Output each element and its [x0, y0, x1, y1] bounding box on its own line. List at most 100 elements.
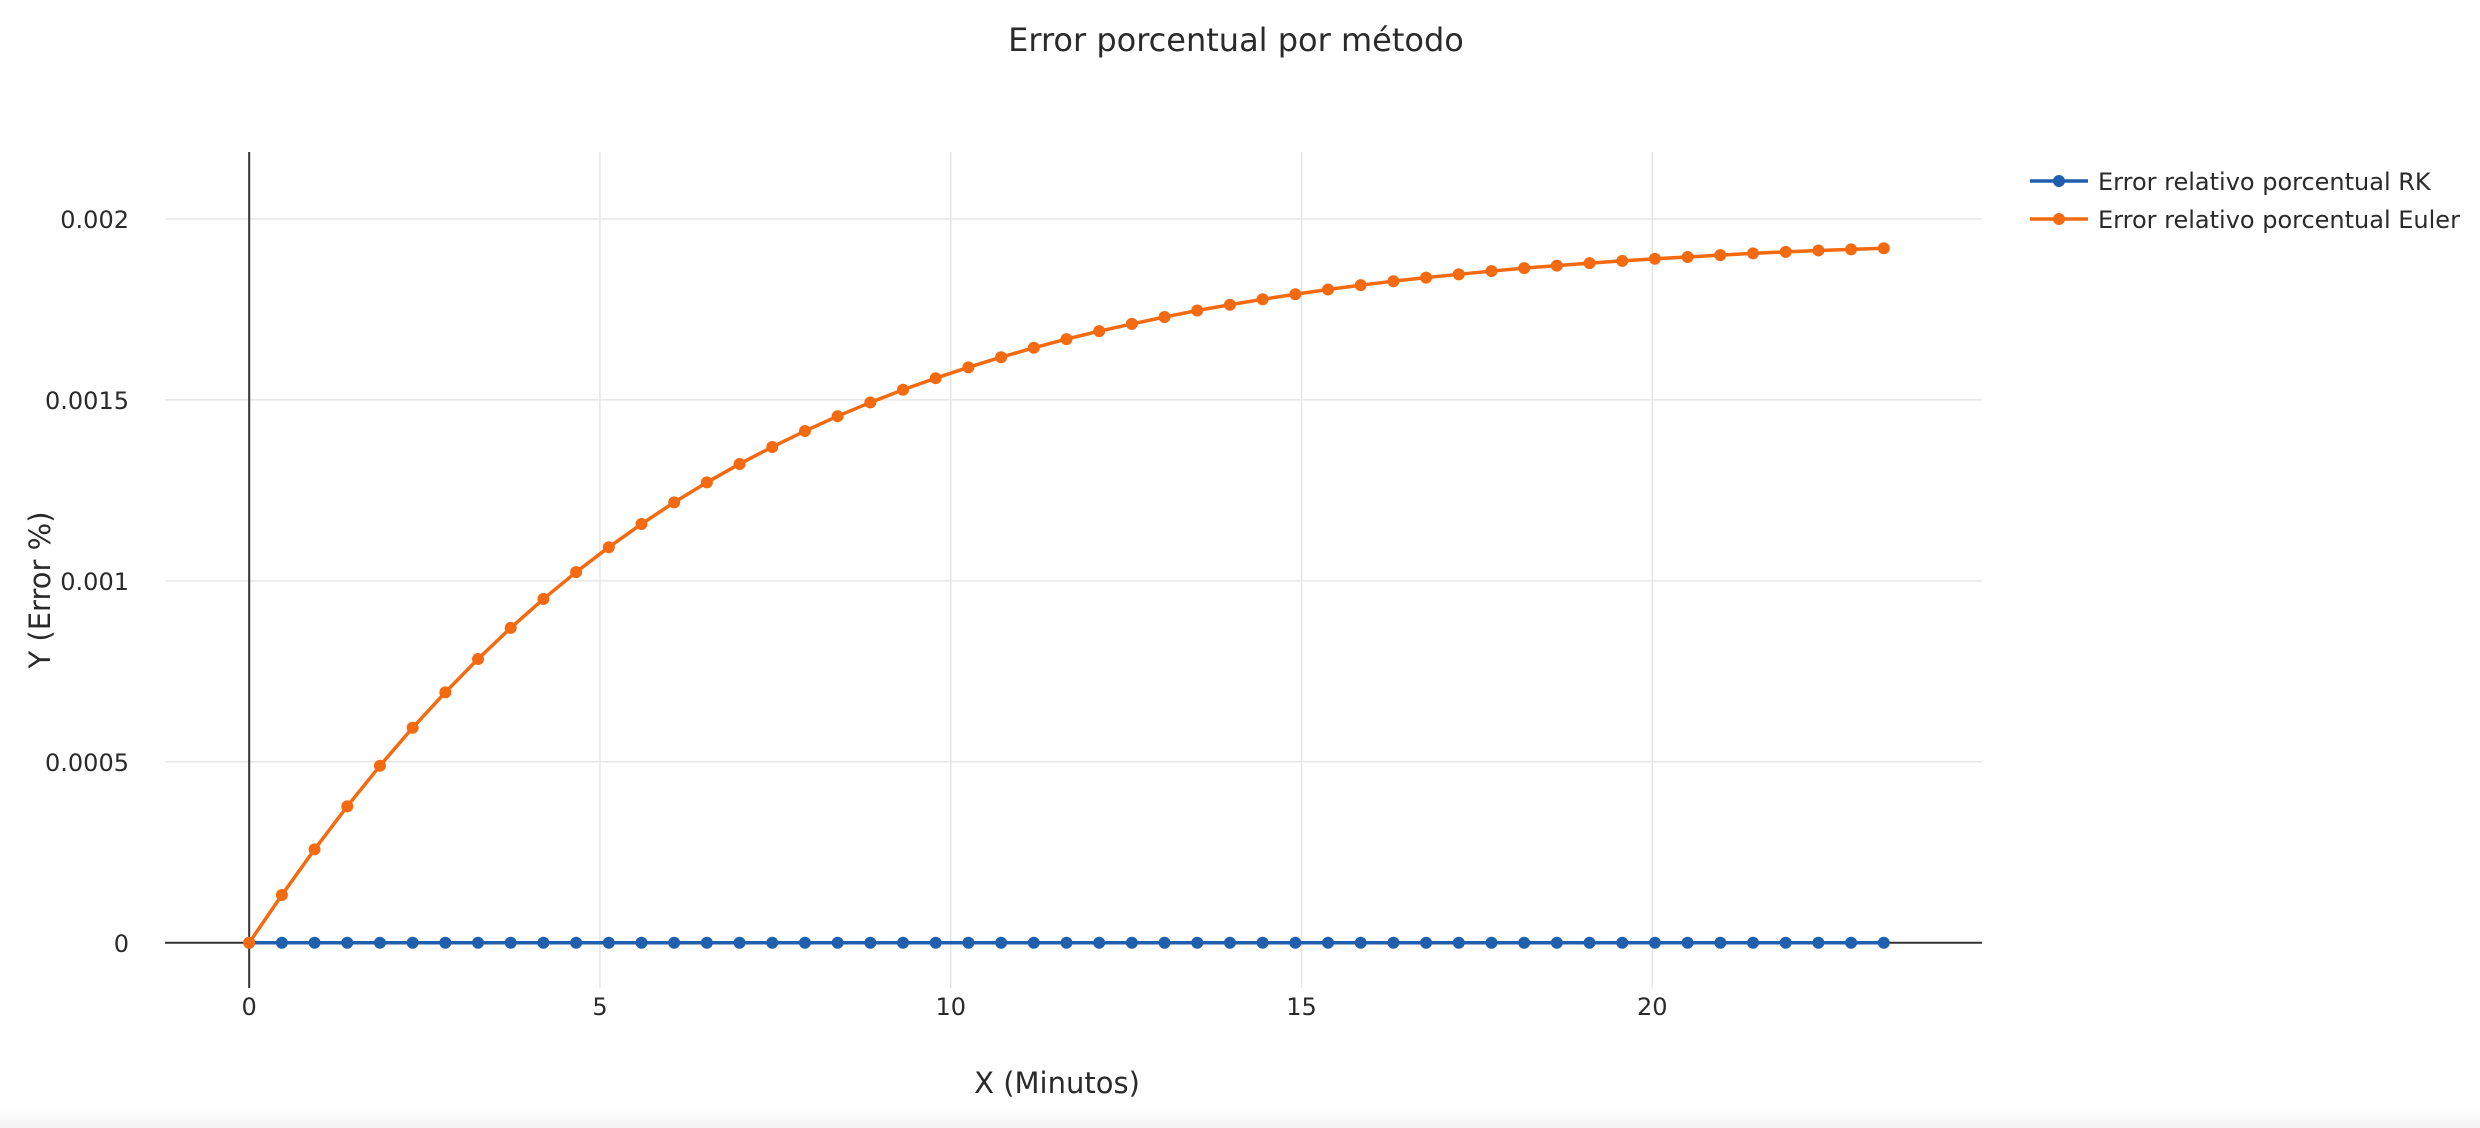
data-point: [766, 440, 779, 453]
data-point: [929, 372, 942, 385]
data-point: [1485, 265, 1498, 278]
data-point: [1779, 936, 1792, 949]
data-point: [864, 936, 877, 949]
data-point: [1747, 936, 1760, 949]
data-point: [1322, 283, 1335, 296]
data-point: [1550, 259, 1563, 272]
x-tick-label: 0: [242, 993, 257, 1021]
data-point: [635, 518, 648, 531]
data-point: [1125, 317, 1138, 330]
data-point: [373, 759, 386, 772]
data-point: [1714, 249, 1727, 262]
data-point: [897, 383, 910, 396]
data-point: [1714, 936, 1727, 949]
data-point: [1485, 936, 1498, 949]
y-tick-label: 0.002: [60, 206, 129, 234]
data-point: [275, 888, 288, 901]
data-point: [1289, 936, 1302, 949]
data-point: [962, 936, 975, 949]
data-point: [341, 800, 354, 813]
legend: Error relativo porcentual RK Error relati…: [2030, 168, 2460, 234]
data-point: [373, 936, 386, 949]
data-point: [504, 936, 517, 949]
data-point: [668, 936, 681, 949]
data-point: [1027, 341, 1040, 354]
x-axis-label: X (Minutos): [974, 1066, 1140, 1100]
axes: [165, 152, 1982, 988]
data-point: [995, 936, 1008, 949]
data-point: [341, 936, 354, 949]
legend-item: Error relativo porcentual RK: [2030, 168, 2432, 196]
y-tick-label: 0.0005: [45, 749, 129, 777]
data-point: [1027, 936, 1040, 949]
data-point: [1550, 936, 1563, 949]
data-point: [472, 653, 485, 666]
data-point: [570, 566, 583, 579]
data-point: [504, 621, 517, 634]
data-point: [537, 592, 550, 605]
data-point: [406, 936, 419, 949]
data-point: [1256, 936, 1269, 949]
data-point: [1420, 271, 1433, 284]
data-point: [831, 410, 844, 423]
grid: [165, 152, 1982, 988]
data-point: [766, 936, 779, 949]
bottom-shade: [0, 1106, 2480, 1128]
data-point: [1289, 288, 1302, 301]
data-point: [798, 425, 811, 438]
data-point: [700, 936, 713, 949]
x-tick-label: 5: [592, 993, 607, 1021]
series-line: [247, 246, 1884, 944]
data-point: [668, 496, 681, 509]
data-point: [1354, 279, 1367, 292]
data-point: [1093, 325, 1106, 338]
x-tick-label: 10: [935, 993, 966, 1021]
data-point: [1125, 936, 1138, 949]
data-point: [1812, 936, 1825, 949]
legend-label: Error relativo porcentual RK: [2098, 168, 2432, 196]
data-point: [602, 541, 615, 554]
data-point: [1191, 304, 1204, 317]
data-point: [1387, 936, 1400, 949]
data-point: [472, 936, 485, 949]
data-point: [1060, 936, 1073, 949]
series-1: [243, 936, 1890, 949]
data-point: [929, 936, 942, 949]
x-tick-label: 20: [1637, 993, 1668, 1021]
data-point: [1616, 936, 1629, 949]
data-point: [1877, 242, 1890, 255]
data-point: [1812, 244, 1825, 257]
data-point: [308, 936, 321, 949]
data-point: [1420, 936, 1433, 949]
data-point: [897, 936, 910, 949]
data-point: [1223, 298, 1236, 311]
data-point: [1779, 245, 1792, 258]
data-point: [439, 686, 452, 699]
data-point: [1845, 243, 1858, 256]
legend-swatch-marker: [2053, 175, 2065, 187]
data-point: [733, 936, 746, 949]
data-point: [1616, 254, 1629, 267]
data-point: [1158, 936, 1171, 949]
legend-swatch-marker: [2053, 213, 2065, 225]
series-2: [243, 242, 1890, 949]
y-tick-labels: 0 0.0005 0.001 0.0015 0.002: [45, 206, 129, 958]
data-point: [1845, 936, 1858, 949]
data-point: [1354, 936, 1367, 949]
data-point: [1158, 311, 1171, 324]
data-point: [1387, 275, 1400, 288]
y-tick-label: 0: [114, 930, 129, 958]
data-point: [1093, 936, 1106, 949]
data-point: [439, 936, 452, 949]
data-point: [602, 936, 615, 949]
data-point: [1452, 268, 1465, 281]
data-point: [1747, 247, 1760, 260]
data-point: [635, 936, 648, 949]
data-point: [1223, 936, 1236, 949]
data-point: [962, 361, 975, 374]
data-point: [1256, 293, 1269, 306]
data-point: [406, 721, 419, 734]
data-point: [1518, 936, 1531, 949]
data-point: [537, 936, 550, 949]
data-point: [995, 351, 1008, 364]
